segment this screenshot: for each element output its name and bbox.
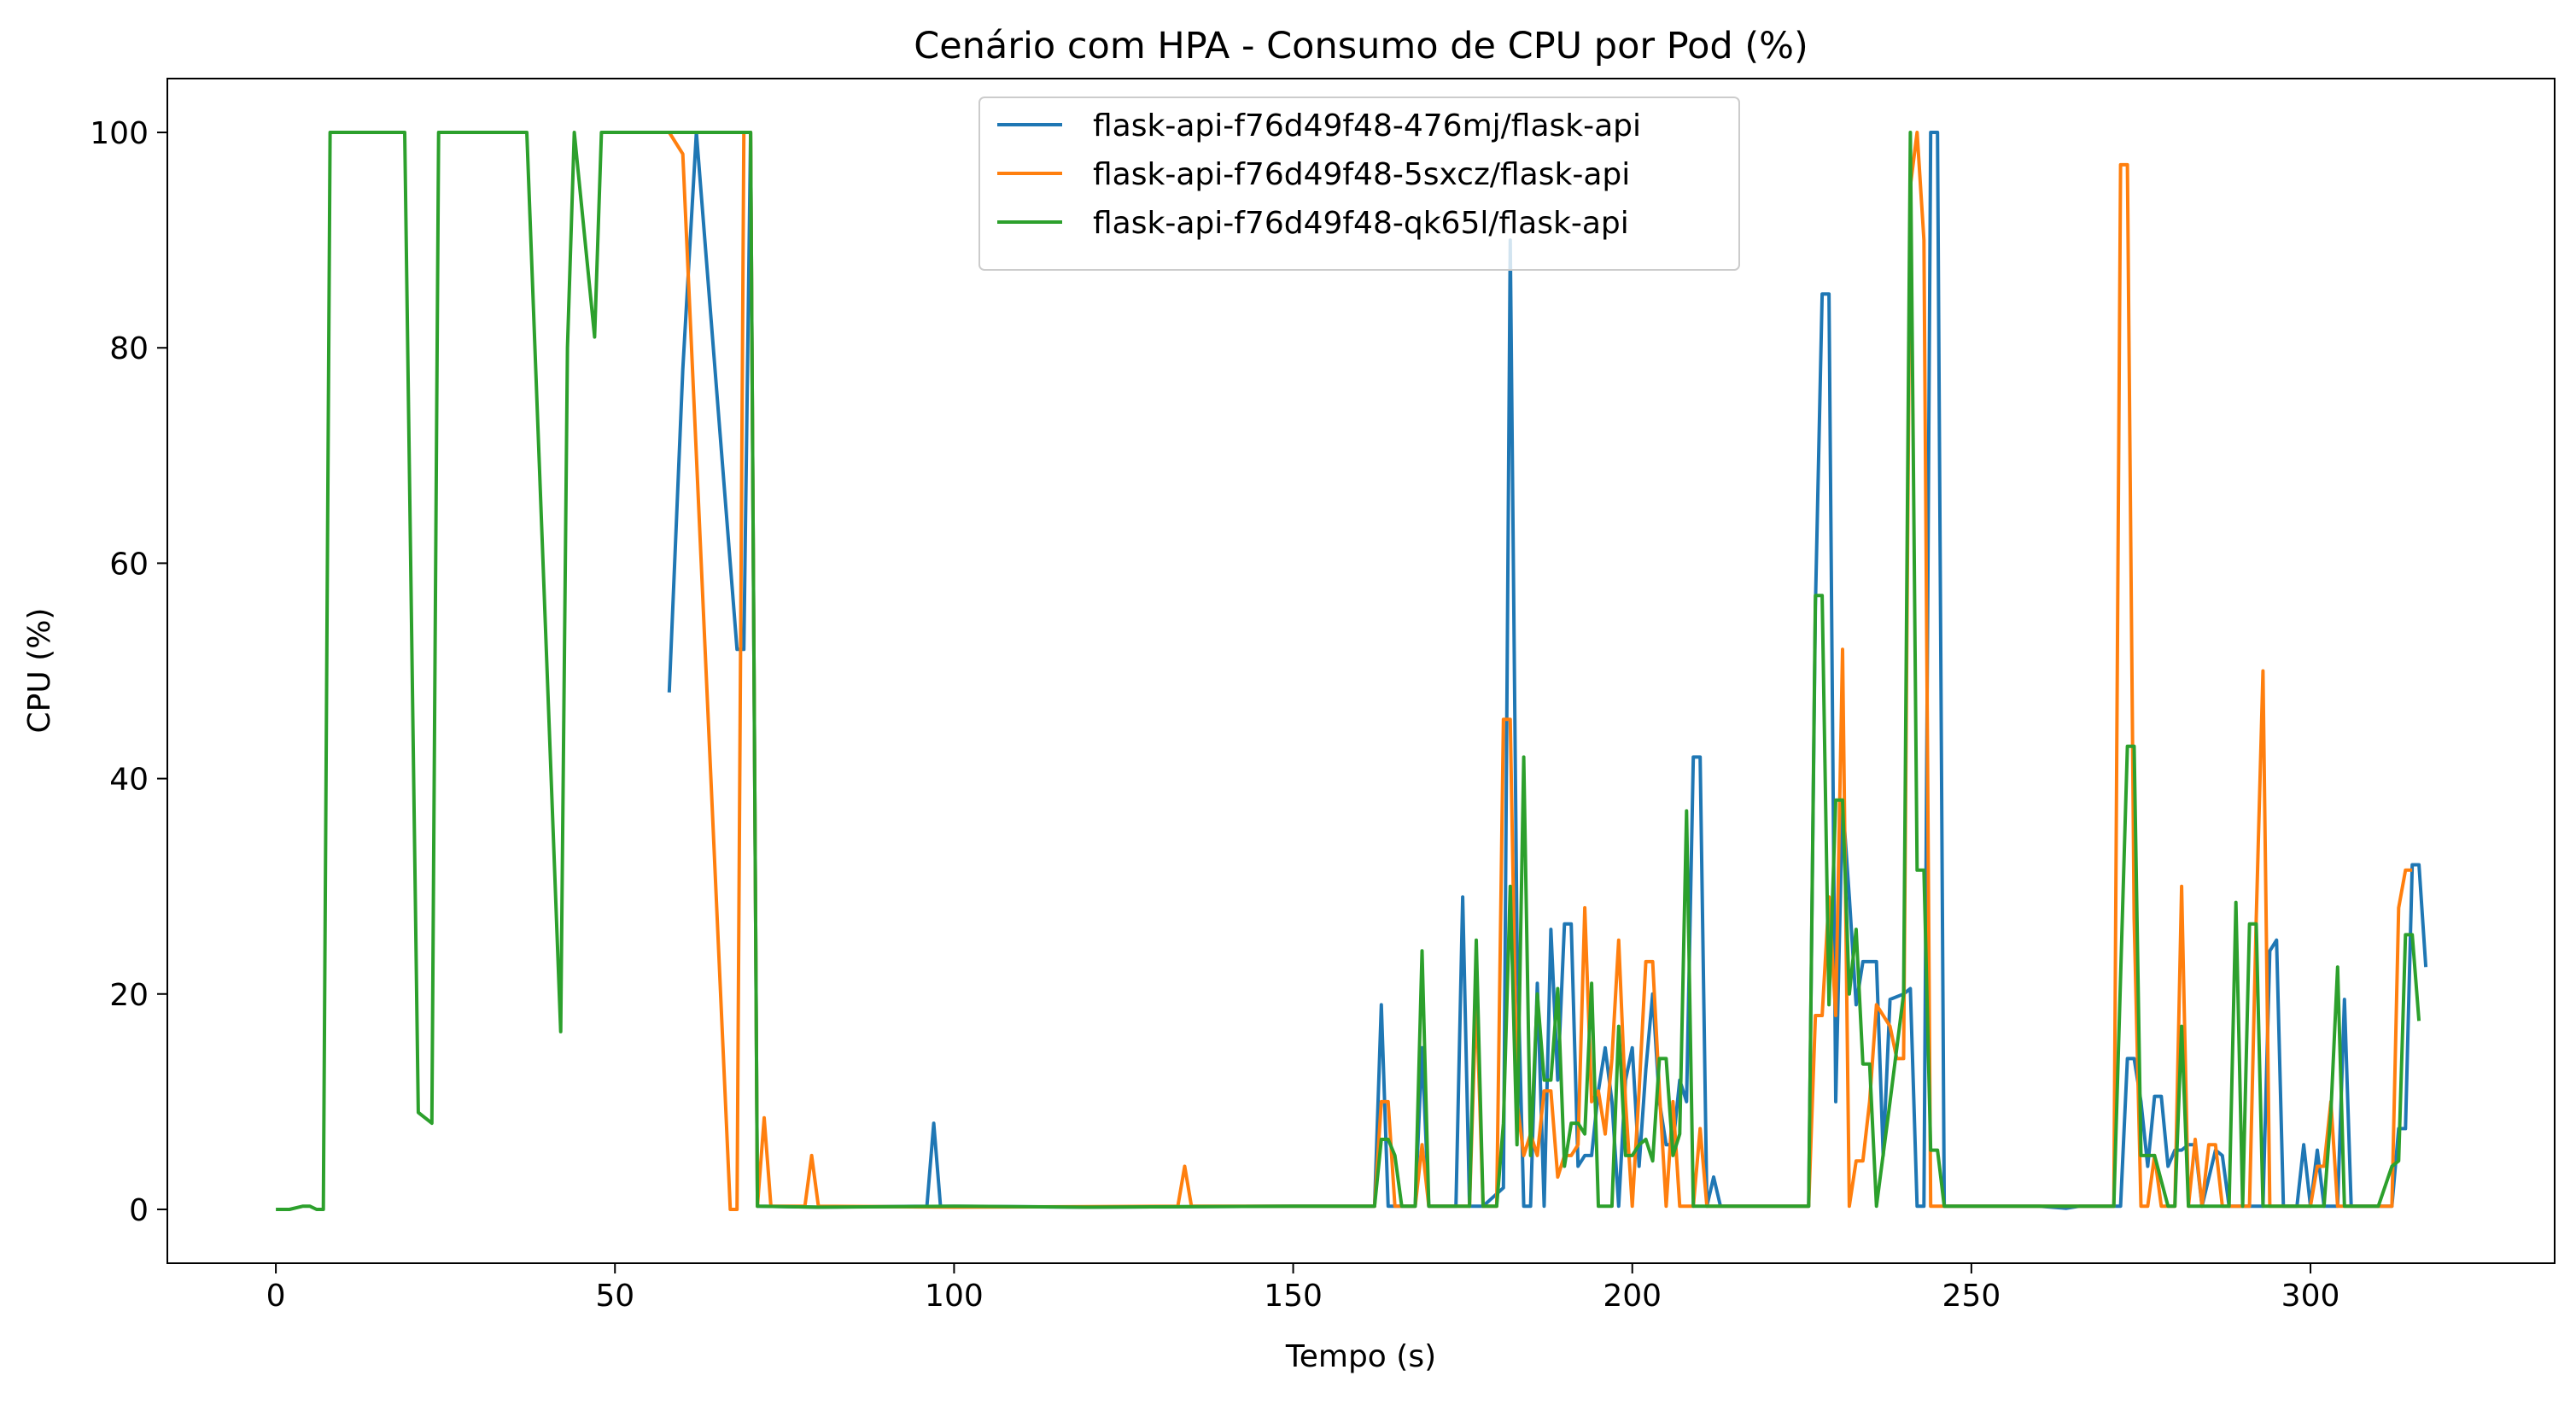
y-tick-label: 100 [90,116,149,151]
x-tick-label: 250 [1942,1279,2001,1314]
chart-title: Cenário com HPA - Consumo de CPU por Pod… [914,25,1808,67]
x-tick-label: 150 [1264,1279,1323,1314]
legend-label-2: flask-api-f76d49f48-5sxcz/flask-api [1093,157,1630,192]
x-axis: 0 50 100 150 200 250 300 [266,1263,2340,1314]
x-tick-label: 200 [1603,1279,1662,1314]
legend-label-3: flask-api-f76d49f48-qk65l/flask-api [1093,206,1629,241]
legend: flask-api-f76d49f48-476mj/flask-api flask… [978,97,1740,271]
x-tick-label: 100 [925,1279,984,1314]
x-tick-label: 0 [266,1279,286,1314]
y-tick-label: 60 [109,547,149,582]
y-axis-label: CPU (%) [22,608,57,734]
y-tick-label: 0 [129,1193,149,1228]
series-line-1 [667,131,2428,1210]
series-lines [276,131,2428,1211]
series-line-3 [276,131,2421,1211]
y-axis: 0 20 40 60 80 100 [90,116,167,1228]
legend-label-1: flask-api-f76d49f48-476mj/flask-api [1093,108,1641,143]
y-tick-label: 80 [109,331,149,366]
x-tick-label: 300 [2281,1279,2340,1314]
x-axis-label: Tempo (s) [1285,1339,1436,1374]
series-line-2 [668,131,2413,1211]
legend-box [978,97,1740,271]
y-tick-label: 20 [109,978,149,1013]
x-tick-label: 50 [595,1279,634,1314]
y-tick-label: 40 [109,763,149,798]
plot-frame [166,78,2556,1264]
plot-area [166,78,2556,1264]
